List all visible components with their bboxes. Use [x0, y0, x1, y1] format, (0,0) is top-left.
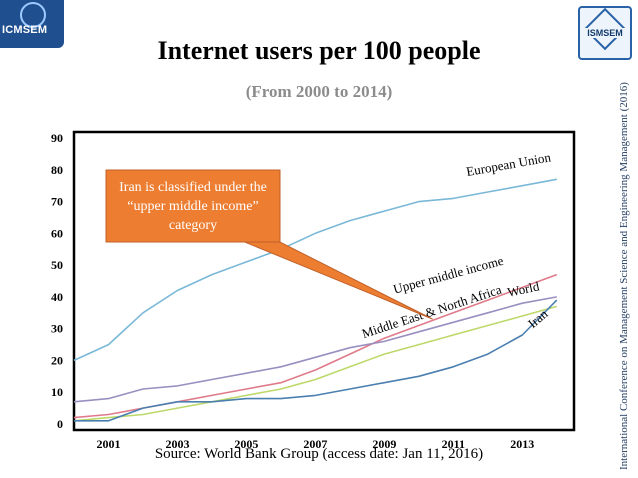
- conference-logo-right: ISMSEM: [578, 6, 632, 60]
- callout-text: Iran is classified under the “upper midd…: [119, 180, 267, 233]
- y-tick-label: 10: [51, 385, 63, 399]
- series-line-world: [73, 296, 557, 403]
- x-tick-label: 2003: [165, 437, 189, 451]
- right-logo-text: ISMSEM: [582, 28, 628, 38]
- y-tick-label: 40: [51, 290, 63, 304]
- series-line-european-union: [73, 178, 557, 362]
- page-subtitle: (From 2000 to 2014): [245, 82, 393, 101]
- logo-ring-icon: [20, 2, 46, 28]
- series-line-middle-east-north-africa: [73, 305, 558, 422]
- y-tick-label: 30: [51, 322, 63, 336]
- y-tick-label: 50: [51, 258, 63, 272]
- x-tick-label: 2001: [96, 437, 120, 451]
- y-tick-label: 0: [57, 417, 63, 431]
- x-tick-label: 2007: [303, 437, 327, 451]
- source-note: Source: World Bank Group (access date: J…: [154, 446, 484, 462]
- y-tick-label: 70: [51, 195, 63, 209]
- series-line-iran: [74, 299, 558, 422]
- x-tick-label: 2011: [442, 437, 465, 451]
- callout-box: [105, 169, 281, 243]
- y-tick-label: 80: [51, 163, 63, 177]
- x-tick-label: 2005: [234, 437, 258, 451]
- page-title: Internet users per 100 people: [157, 36, 481, 65]
- x-tick-label: 2013: [510, 437, 534, 451]
- conference-logo-left: ICMSEM: [0, 0, 64, 48]
- y-tick-label: 20: [51, 353, 63, 367]
- series-label: World: [506, 278, 541, 299]
- y-tick-label: 90: [51, 131, 63, 145]
- x-tick-label: 2009: [372, 437, 396, 451]
- left-logo-text: ICMSEM: [2, 24, 48, 36]
- y-tick-label: 60: [51, 226, 63, 240]
